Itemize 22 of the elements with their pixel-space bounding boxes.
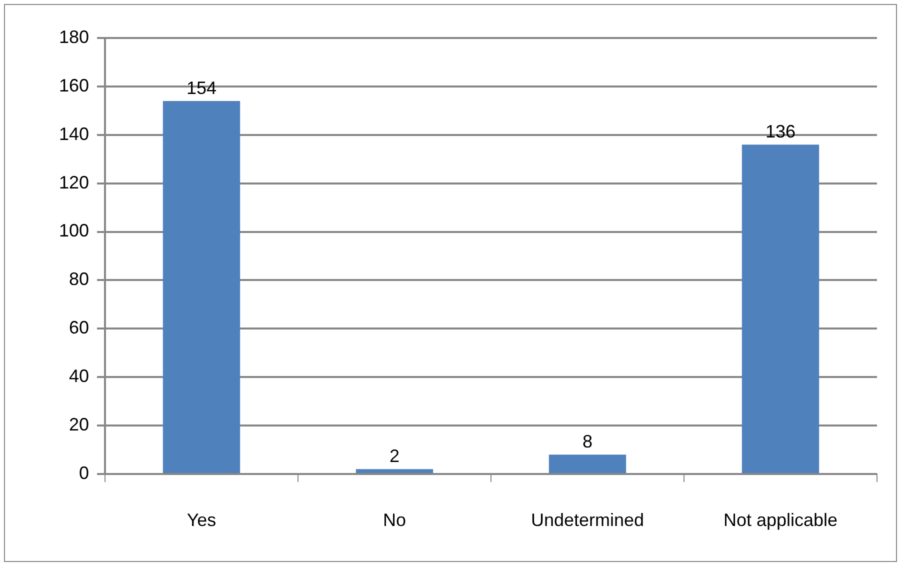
- bar: [548, 454, 626, 473]
- x-tick-label: Undetermined: [530, 510, 644, 530]
- y-tick-label: 120: [58, 172, 89, 192]
- y-tick-label: 100: [58, 220, 89, 241]
- y-tick-label: 80: [68, 269, 89, 290]
- y-tick-label: 180: [58, 26, 89, 47]
- bar: [162, 100, 240, 473]
- y-tick-label: 60: [68, 318, 89, 338]
- bar: [356, 469, 434, 473]
- data-label: 8: [582, 432, 593, 452]
- y-tick-label: 40: [68, 366, 89, 386]
- y-tick-label: 0: [78, 462, 89, 483]
- y-tick-label: 140: [58, 124, 89, 144]
- x-tick-label: Yes: [186, 510, 216, 530]
- data-label: 2: [389, 446, 400, 466]
- x-tick-label: Not applicable: [723, 510, 838, 530]
- data-label: 154: [186, 78, 217, 98]
- y-tick-label: 160: [58, 75, 89, 96]
- y-tick-label: 20: [68, 414, 89, 435]
- bar: [742, 144, 820, 473]
- data-label: 136: [765, 122, 796, 142]
- x-tick-label: No: [382, 510, 406, 530]
